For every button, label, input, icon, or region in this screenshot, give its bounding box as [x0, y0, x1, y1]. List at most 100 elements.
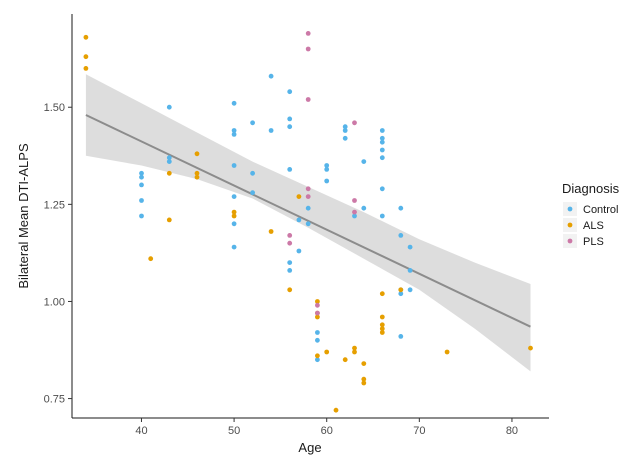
legend: Diagnosis Control ALS PLS — [562, 181, 620, 248]
data-point-als — [398, 287, 404, 293]
data-point-als — [379, 314, 385, 320]
data-point-als — [361, 361, 367, 366]
data-point-control — [324, 167, 330, 172]
data-point-control — [287, 268, 293, 273]
data-point-als — [315, 299, 320, 304]
data-point-control — [250, 120, 256, 126]
data-point-control — [342, 124, 348, 130]
data-point-control — [166, 159, 172, 165]
data-point-control — [296, 248, 302, 254]
data-point-als — [268, 229, 274, 234]
data-point-als — [194, 151, 200, 157]
data-point-als — [528, 345, 533, 351]
data-point-als — [166, 217, 172, 223]
data-point-als — [333, 407, 339, 413]
data-point-als — [231, 213, 237, 219]
trend-line-layer — [85, 114, 531, 328]
data-point-control — [379, 147, 385, 153]
data-point-control — [305, 221, 311, 227]
legend-entries: Control ALS PLS — [563, 202, 618, 248]
legend-label-pls: PLS — [583, 236, 604, 248]
data-point-als — [379, 322, 385, 328]
data-point-als — [194, 174, 200, 180]
data-point-control — [139, 174, 144, 180]
data-point-control — [250, 170, 256, 176]
data-point-als — [379, 330, 385, 335]
data-point-als — [315, 314, 320, 320]
legend-marker-control — [567, 206, 573, 212]
data-point-control — [379, 186, 385, 192]
data-point-control — [379, 139, 385, 145]
x-tick-label: 60 — [321, 425, 333, 437]
x-tick-label: 40 — [135, 425, 147, 437]
data-point-control — [361, 159, 367, 165]
data-point-als — [166, 170, 172, 176]
data-point-control — [305, 205, 311, 211]
data-point-als — [379, 291, 385, 297]
data-point-als — [324, 349, 330, 355]
data-point-control — [139, 198, 144, 203]
data-point-als — [315, 353, 320, 359]
data-point-als — [379, 326, 385, 332]
legend-label-als: ALS — [583, 220, 604, 232]
data-point-als — [148, 256, 154, 262]
data-point-control — [379, 135, 385, 141]
y-tick-label: 1.25 — [44, 199, 65, 211]
data-point-als — [342, 357, 348, 363]
data-point-control — [287, 167, 293, 172]
data-point-pls — [352, 209, 357, 215]
data-point-als — [83, 54, 89, 60]
data-point-als — [352, 345, 357, 351]
data-point-pls — [305, 186, 311, 192]
regression-line — [85, 114, 531, 328]
data-point-control — [324, 163, 330, 168]
data-point-control — [268, 128, 274, 133]
data-point-control — [398, 334, 404, 339]
y-tick-label: 1.50 — [44, 102, 65, 114]
data-point-als — [83, 66, 89, 71]
data-point-control — [287, 89, 293, 95]
x-tick-label: 80 — [506, 425, 518, 437]
legend-title: Diagnosis — [562, 181, 620, 196]
data-point-control — [166, 155, 172, 161]
data-point-pls — [287, 240, 293, 246]
data-point-control — [398, 291, 404, 297]
data-point-pls — [305, 46, 311, 52]
data-point-als — [83, 34, 89, 40]
data-point-pls — [352, 120, 357, 126]
data-point-control — [139, 170, 144, 176]
x-tick-label: 70 — [413, 425, 425, 437]
data-point-pls — [315, 302, 320, 308]
data-point-pls — [305, 194, 311, 200]
x-ticks-layer: 40 50 60 70 80 — [135, 418, 518, 437]
data-point-pls — [305, 97, 311, 102]
data-point-control — [398, 233, 404, 238]
data-point-control — [315, 330, 320, 335]
data-point-control — [231, 132, 237, 137]
data-point-control — [231, 100, 237, 106]
data-point-control — [379, 155, 385, 161]
data-point-control — [379, 128, 385, 133]
data-point-als — [361, 376, 367, 382]
data-point-control — [268, 73, 274, 79]
data-point-control — [231, 244, 237, 250]
data-point-control — [342, 128, 348, 133]
data-point-pls — [287, 233, 293, 238]
data-points-layer — [83, 31, 533, 413]
data-point-control — [231, 128, 237, 133]
data-point-control — [139, 213, 144, 219]
data-point-als — [444, 349, 450, 355]
legend-marker-pls — [567, 238, 573, 244]
data-point-als — [231, 209, 237, 215]
data-point-als — [194, 170, 200, 176]
data-point-control — [231, 163, 237, 168]
data-point-control — [139, 182, 144, 188]
y-tick-label: 0.75 — [44, 394, 65, 406]
y-ticks-layer: 0.75 1.00 1.25 1.50 — [44, 102, 72, 406]
y-tick-label: 1.00 — [44, 296, 65, 308]
data-point-control — [407, 287, 413, 293]
data-point-als — [352, 349, 357, 355]
data-point-control — [315, 337, 320, 343]
data-point-pls — [315, 310, 320, 316]
